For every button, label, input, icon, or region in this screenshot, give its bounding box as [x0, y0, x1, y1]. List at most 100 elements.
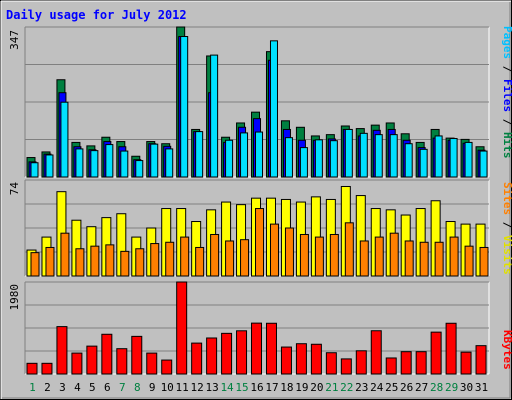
legend-kbytes-label: KBytes [501, 330, 512, 370]
kbytes-bar-day-28 [430, 331, 442, 375]
pages-bar-day-22 [344, 128, 353, 178]
day-label-14: 14 [220, 381, 234, 394]
kbytes-bar-day-15 [236, 330, 248, 375]
kbytes-bar-day-13 [206, 337, 218, 375]
kbytes-bar-day-7 [116, 348, 128, 375]
hits-files-pages-panel [24, 26, 490, 178]
day-label-22: 22 [340, 381, 353, 394]
sites-bar-day-14 [225, 240, 235, 277]
day-label-10: 10 [161, 381, 174, 394]
sites-bar-day-26 [404, 240, 414, 277]
legend-pages-files-hits: Pages / Files / Hits [501, 26, 512, 159]
day-label-8: 8 [134, 381, 141, 394]
day-label-29: 29 [445, 381, 458, 394]
kbytes-bar-day-24 [370, 330, 382, 375]
kbytes-bar-day-4 [71, 352, 83, 375]
pages-bar-day-13 [210, 54, 219, 178]
day-label-16: 16 [250, 381, 263, 394]
pages-bar-day-10 [165, 148, 174, 178]
sites-bar-day-28 [434, 241, 444, 277]
pages-bar-day-26 [404, 143, 413, 178]
sites-bar-day-11 [180, 236, 190, 277]
sites-bar-day-12 [195, 246, 205, 277]
legend-visits: Visits [501, 235, 512, 275]
sites-bar-day-9 [150, 243, 160, 277]
pages-bar-day-25 [389, 134, 398, 178]
pages-bar-day-16 [255, 131, 264, 178]
pages-bar-day-18 [284, 137, 293, 178]
pages-bar-day-2 [45, 154, 54, 178]
kbytes-bar-day-3 [56, 326, 68, 375]
day-label-13: 13 [205, 381, 218, 394]
kbytes-bar-day-17 [265, 322, 277, 375]
kbytes-bar-day-6 [101, 333, 113, 375]
kbytes-bar-day-19 [295, 343, 307, 375]
kbytes-bar-day-2 [41, 362, 53, 375]
sites-bar-day-6 [105, 244, 115, 277]
day-label-4: 4 [74, 381, 81, 394]
day-label-21: 21 [325, 381, 338, 394]
sites-bar-day-4 [75, 248, 85, 277]
panel3-ymax-label: 1980 [8, 284, 21, 311]
legend-kbytes: KBytes [501, 330, 512, 370]
day-label-28: 28 [430, 381, 443, 394]
day-label-6: 6 [104, 381, 111, 394]
pages-bar-day-24 [374, 134, 383, 178]
pages-bar-day-31 [479, 150, 488, 178]
pages-bar-day-11 [180, 36, 189, 178]
sites-bar-day-16 [255, 208, 265, 277]
day-label-9: 9 [149, 381, 156, 394]
sites-bar-day-17 [269, 223, 279, 277]
sites-bar-day-30 [464, 245, 474, 277]
pages-bar-day-3 [60, 101, 69, 178]
day-label-7: 7 [119, 381, 126, 394]
pages-bar-day-21 [329, 140, 338, 178]
day-label-18: 18 [280, 381, 293, 394]
kbytes-bar-day-31 [475, 345, 487, 375]
kbytes-bar-day-22 [340, 358, 352, 375]
pages-bar-day-15 [240, 132, 249, 178]
day-label-5: 5 [89, 381, 96, 394]
sites-bar-day-31 [479, 246, 489, 277]
day-label-3: 3 [59, 381, 66, 394]
kbytes-panel [24, 281, 490, 375]
legend-files: Files [501, 79, 512, 112]
pages-bar-day-4 [75, 148, 84, 178]
sites-bar-day-22 [344, 222, 354, 277]
pages-bar-day-27 [419, 148, 428, 178]
kbytes-bar-day-27 [415, 351, 427, 375]
kbytes-bar-day-29 [445, 322, 457, 375]
sites-bar-day-15 [240, 239, 250, 277]
kbytes-bar-day-11 [176, 281, 188, 375]
sites-bar-day-10 [165, 241, 175, 277]
kbytes-bar-day-14 [221, 332, 233, 375]
sites-bar-day-13 [210, 233, 220, 277]
legend-hits: Hits [501, 132, 512, 159]
pages-bar-day-14 [225, 139, 234, 178]
legend-sites: Sites [501, 182, 512, 215]
pages-bar-day-1 [30, 162, 39, 178]
kbytes-bar-day-1 [26, 362, 38, 375]
kbytes-bar-day-12 [191, 342, 203, 375]
sites-bar-day-3 [60, 232, 70, 277]
kbytes-bar-day-25 [385, 357, 397, 375]
kbytes-bar-day-16 [251, 322, 263, 375]
kbytes-bar-day-5 [86, 345, 98, 375]
pages-bar-day-5 [90, 150, 99, 178]
kbytes-bar-day-20 [310, 343, 322, 375]
sites-bar-day-2 [45, 246, 55, 277]
day-label-24: 24 [370, 381, 384, 394]
x-axis-day-labels: 1 2 3 4 5 6 7 8 9 10 11 12 13 14 15 16 17 18 19 20 21 22 23 24 2… [29, 381, 488, 394]
chart-title: Daily usage for July 2012 [6, 8, 187, 22]
pages-bar-day-9 [150, 143, 159, 178]
kbytes-bar-day-21 [325, 352, 337, 375]
kbytes-bar-day-9 [146, 352, 158, 375]
day-label-15: 15 [235, 381, 248, 394]
sites-bar-day-20 [314, 236, 324, 277]
pages-bar-day-6 [105, 144, 114, 178]
kbytes-bar-day-8 [131, 335, 143, 375]
day-label-20: 20 [310, 381, 323, 394]
kbytes-bar-day-10 [161, 359, 173, 375]
panel2-ymax-label: 74 [8, 182, 21, 196]
